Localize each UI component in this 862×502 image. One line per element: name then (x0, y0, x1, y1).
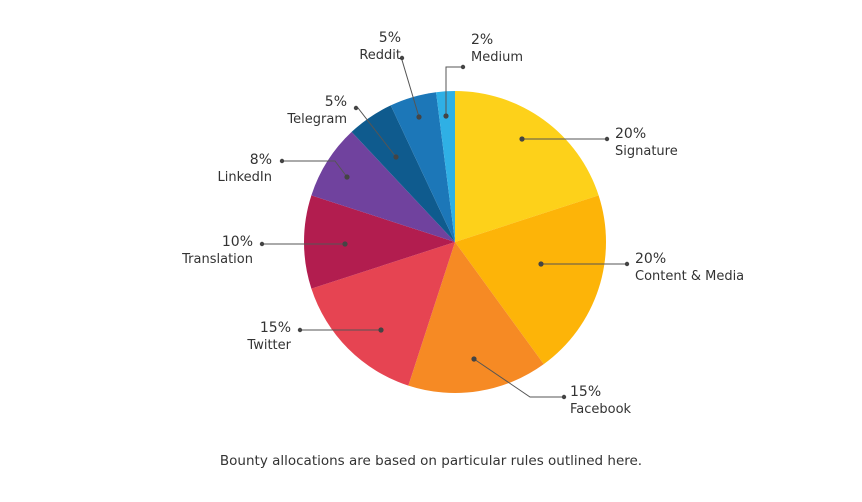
slice-percent-signature: 20% (615, 126, 646, 142)
leader-lines (259, 55, 630, 400)
leader-line-facebook (473, 358, 564, 398)
pie-slice-telegram (351, 105, 455, 243)
slice-percent-twitter: 15% (260, 320, 291, 336)
pie-slice-reddit (390, 92, 455, 242)
slice-percent-content-media: 20% (635, 251, 666, 267)
leader-dot-reddit (399, 55, 405, 61)
pie-slice-linkedin (311, 131, 455, 242)
slice-labels: 20% Signature 20% Content & Media 15% Faceboo… (181, 30, 744, 417)
leader-dot-telegram (393, 154, 399, 160)
slice-name-facebook: Facebook (570, 402, 632, 417)
leader-dot-linkedin (344, 174, 350, 180)
slice-percent-translation: 10% (222, 234, 253, 250)
pie-slice-medium (436, 91, 455, 242)
leader-line-medium (445, 66, 463, 116)
slice-percent-telegram: 5% (325, 94, 347, 110)
slice-percent-medium: 2% (471, 32, 493, 48)
leader-line-linkedin (282, 160, 348, 178)
slice-name-translation: Translation (181, 252, 253, 267)
pie-slice-facebook (408, 242, 544, 394)
leader-dot-signature (519, 136, 525, 142)
leader-dot-signature (604, 136, 610, 142)
pie-slice-content-media (455, 195, 607, 365)
leader-dot-translation (342, 241, 348, 247)
pie-slice-twitter (311, 242, 455, 386)
leader-dot-linkedin (279, 158, 285, 164)
pie-slice-translation (304, 195, 455, 289)
pie-slice-signature (455, 91, 599, 242)
slice-name-reddit: Reddit (359, 48, 401, 63)
leader-dot-twitter (297, 327, 303, 333)
pie-slices (304, 91, 607, 394)
slice-name-twitter: Twitter (246, 338, 291, 353)
leader-dot-content-media (538, 261, 544, 267)
slice-percent-linkedin: 8% (250, 152, 272, 168)
leader-dot-content-media (624, 261, 630, 267)
leader-dot-facebook (561, 394, 567, 400)
slice-name-signature: Signature (615, 144, 678, 159)
leader-dot-twitter (378, 327, 384, 333)
leader-dot-translation (259, 241, 265, 247)
leader-dot-medium (443, 113, 449, 119)
leader-dot-telegram (353, 105, 359, 111)
slice-percent-reddit: 5% (379, 30, 401, 46)
leader-dot-medium (460, 64, 466, 70)
leader-dot-reddit (416, 114, 422, 120)
slice-name-medium: Medium (471, 50, 523, 65)
slice-percent-facebook: 15% (570, 384, 601, 400)
chart-caption: Bounty allocations are based on particul… (219, 453, 643, 469)
slice-name-content-media: Content & Media (635, 269, 744, 284)
leader-dot-facebook (471, 356, 477, 362)
slice-name-telegram: Telegram (286, 112, 347, 127)
slice-name-linkedin: LinkedIn (218, 170, 272, 185)
